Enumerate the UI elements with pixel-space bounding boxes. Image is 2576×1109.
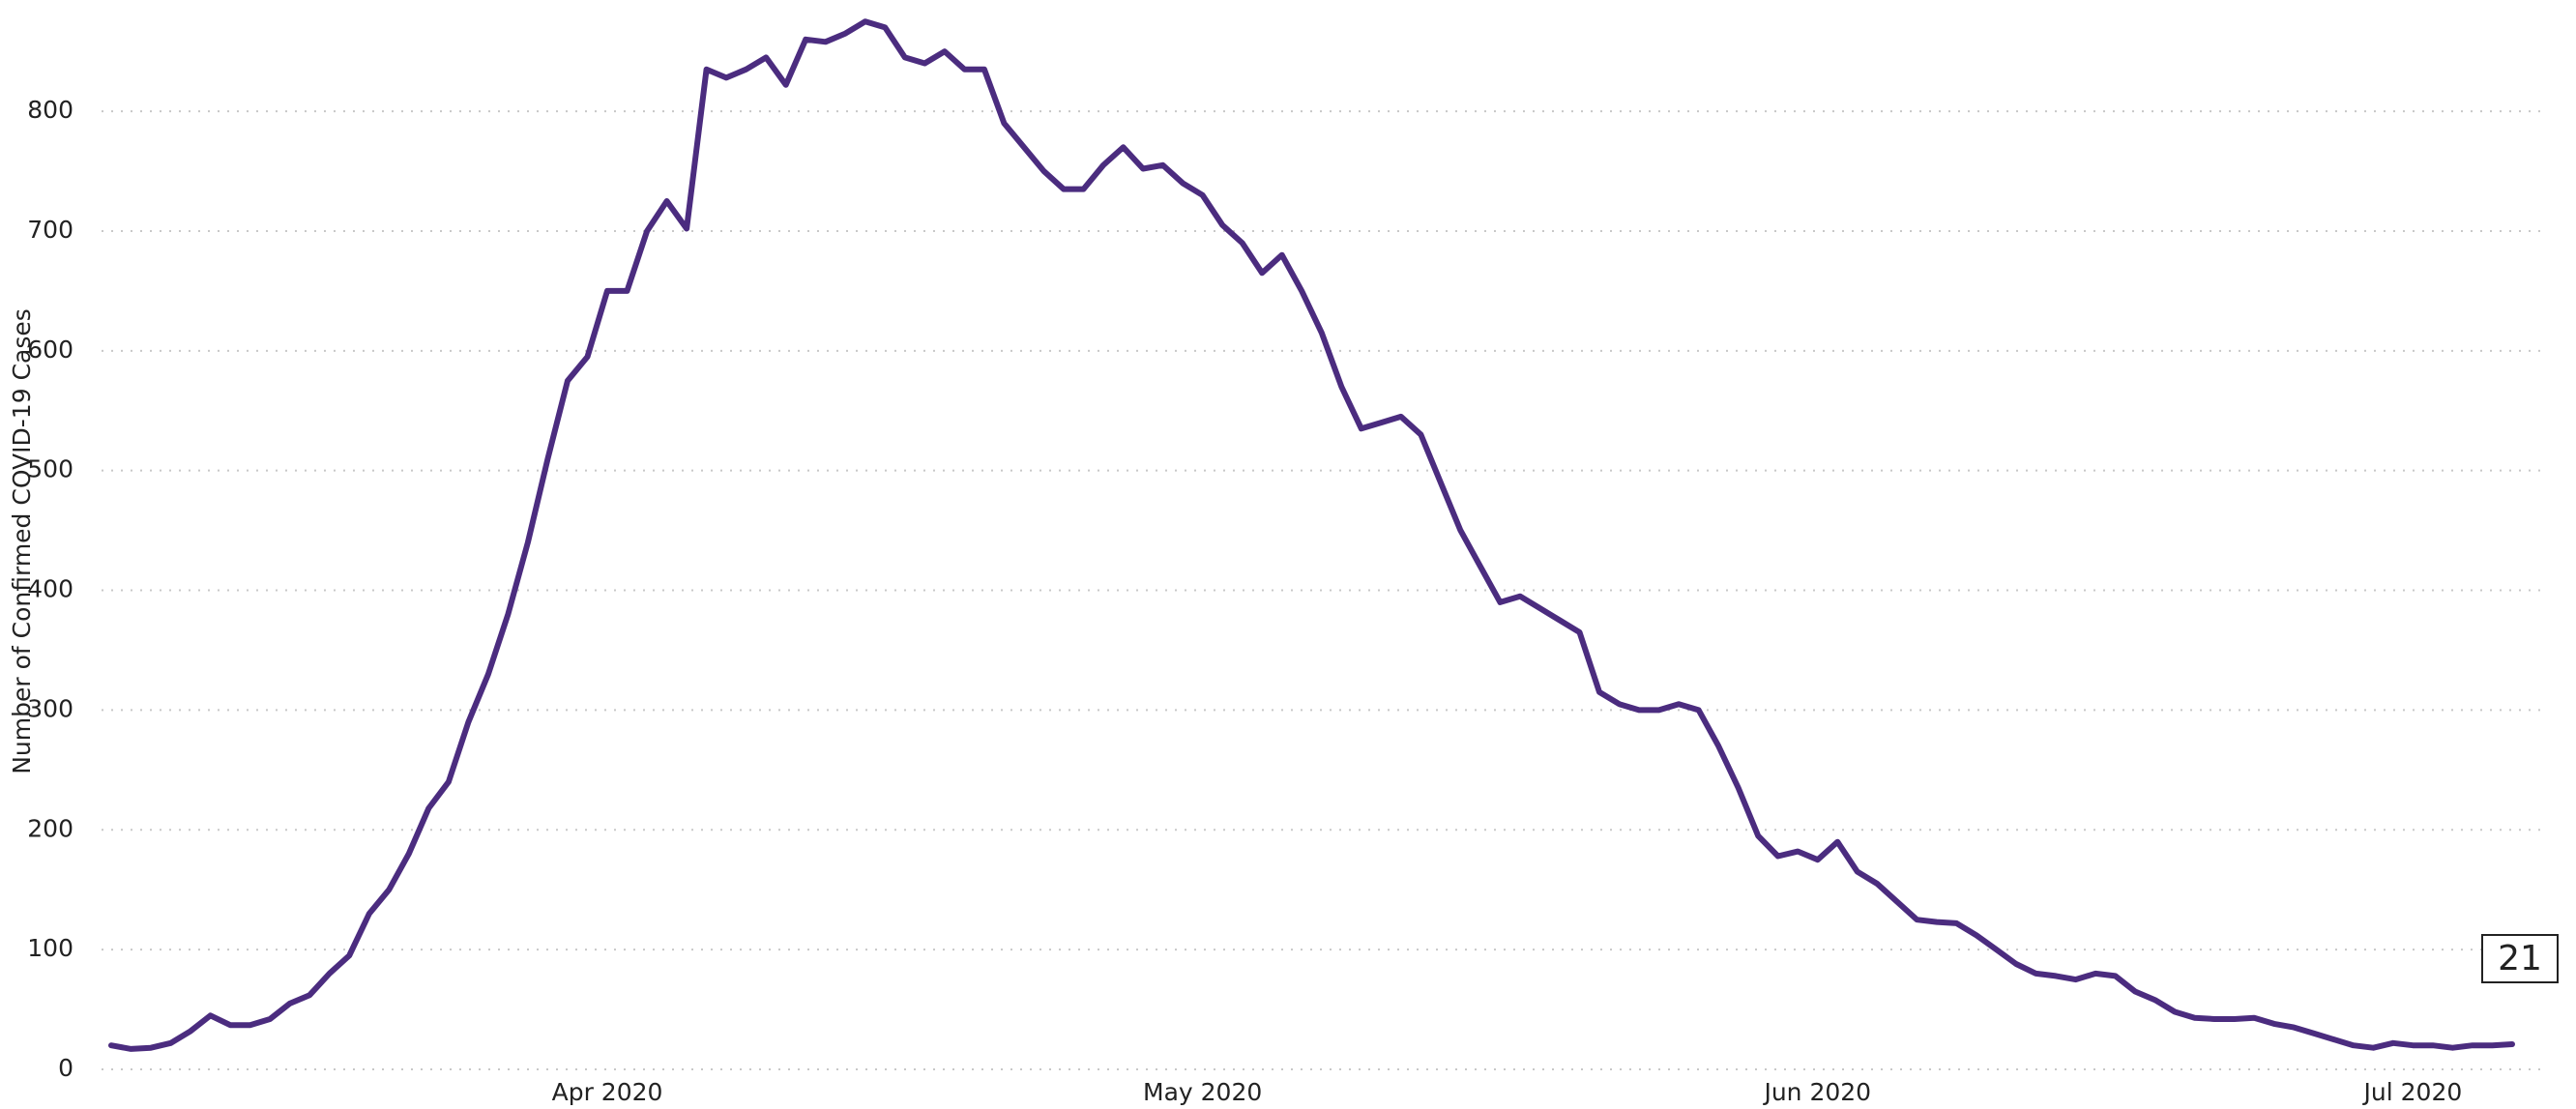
y-tick-label: 200: [27, 814, 73, 842]
x-tick-label: Apr 2020: [552, 1078, 663, 1106]
y-tick-label: 600: [27, 336, 73, 364]
y-tick-label: 300: [27, 694, 73, 722]
y-tick-label: 700: [27, 216, 73, 244]
y-tick-label: 100: [27, 934, 73, 962]
line-series: [108, 18, 2515, 1052]
x-tick-label: Jun 2020: [1762, 1078, 1871, 1106]
y-axis-label: Number of Confirmed COVID-19 Cases: [8, 308, 36, 774]
x-tick-label: May 2020: [1143, 1078, 1262, 1106]
y-tick-label: 800: [27, 96, 73, 124]
x-tick-label: Jul 2020: [2362, 1078, 2463, 1106]
last-value-label: 21: [2498, 939, 2542, 978]
y-tick-label: 0: [58, 1054, 73, 1082]
y-tick-label: 500: [27, 455, 73, 483]
y-tick-label: 400: [27, 575, 73, 603]
last-value-box: [2481, 934, 2559, 983]
